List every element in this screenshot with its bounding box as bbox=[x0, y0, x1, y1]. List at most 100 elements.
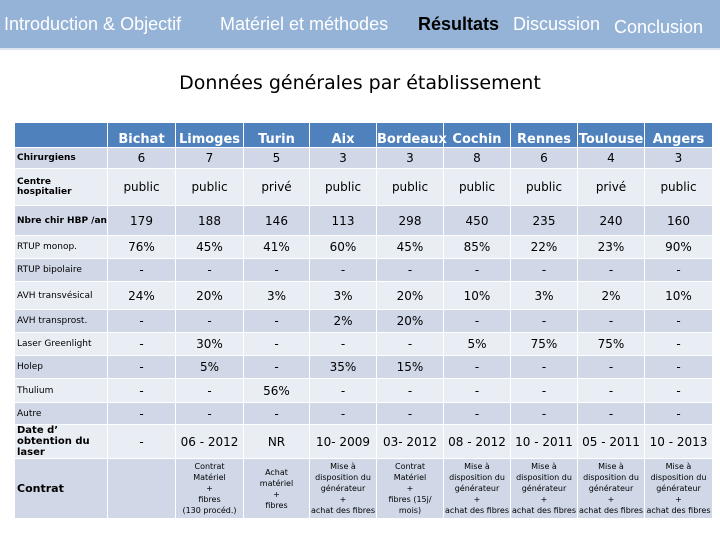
table-cell: 03- 2012 bbox=[376, 424, 444, 459]
table-cell: 2% bbox=[309, 309, 377, 333]
table-cell: public bbox=[309, 168, 377, 206]
table-cell: 113 bbox=[309, 205, 377, 236]
table-cell: - bbox=[243, 355, 310, 379]
table-cell: public bbox=[107, 168, 176, 206]
table-cell: 45% bbox=[376, 235, 444, 259]
table-row: Nbre chir HBP /an 179 188 146 113 298 450 235 24… bbox=[14, 205, 713, 236]
table-cell: 3 bbox=[309, 147, 377, 169]
table-row: AVH transvésical 24% 20% 3% 3% 20% 10% 3% 2% 10% bbox=[14, 281, 713, 310]
table-cell: Contrat Matériel + fibres (15j/ mois) bbox=[376, 458, 444, 519]
column-header: Toulouse bbox=[577, 122, 645, 148]
table-cell: 8 bbox=[443, 147, 511, 169]
table-cell: - bbox=[243, 402, 310, 425]
table-cell: Mise à disposition du générateur + achat… bbox=[577, 458, 645, 519]
table-cell: - bbox=[243, 258, 310, 282]
table-row: Contrat Contrat Matériel + fibres (130 pr… bbox=[14, 458, 713, 519]
table-cell: - bbox=[107, 332, 176, 356]
table-cell bbox=[107, 458, 176, 519]
row-label: Chirurgiens bbox=[14, 147, 108, 169]
table-cell: Mise à disposition du générateur + achat… bbox=[510, 458, 578, 519]
table-row: Centre hospitalier public public privé publi… bbox=[14, 168, 713, 206]
table-cell: 23% bbox=[577, 235, 645, 259]
table-cell: 5 bbox=[243, 147, 310, 169]
nav-introduction[interactable]: Introduction & Objectif bbox=[4, 14, 182, 34]
table-cell: 146 bbox=[243, 205, 310, 236]
table-row: Laser Greenlight -30% - - -5% 75% 75% - bbox=[14, 332, 713, 356]
nav-materiel-methodes[interactable]: Matériel et méthodes bbox=[220, 14, 389, 34]
table-cell: public bbox=[644, 168, 713, 206]
table-cell: 3% bbox=[243, 281, 310, 310]
table-cell: - bbox=[510, 402, 578, 425]
table-cell: - bbox=[443, 258, 511, 282]
table-cell: - bbox=[309, 378, 377, 403]
row-label: Autre bbox=[14, 402, 108, 425]
slide-title: Données générales par établissement bbox=[179, 72, 541, 94]
nav-conclusion[interactable]: Conclusion bbox=[614, 17, 704, 37]
row-label: Thulium bbox=[14, 378, 108, 403]
table-cell: public bbox=[443, 168, 511, 206]
column-header: Turin bbox=[243, 122, 310, 148]
data-table: Bichat Limoges Turin Aix Bordeaux Cochin Renne… bbox=[14, 122, 713, 519]
table-cell: - bbox=[443, 355, 511, 379]
table-cell: - bbox=[510, 378, 578, 403]
table-cell: public bbox=[376, 168, 444, 206]
table-cell: 35% bbox=[309, 355, 377, 379]
table-cell: - bbox=[107, 258, 176, 282]
table-cell: 76% bbox=[107, 235, 176, 259]
table-cell: - bbox=[107, 309, 176, 333]
table-cell: 20% bbox=[376, 281, 444, 310]
table-row: RTUP bipolaire - - - - - - - - - bbox=[14, 258, 713, 282]
table-cell: - bbox=[577, 355, 645, 379]
table-cell: - bbox=[644, 402, 713, 425]
table-cell: - bbox=[107, 402, 176, 425]
table-cell: - bbox=[243, 309, 310, 333]
row-label: Nbre chir HBP /an bbox=[14, 205, 108, 236]
table-cell: 45% bbox=[175, 235, 244, 259]
table-row: Autre - - - - - - - - - bbox=[14, 402, 713, 425]
table-cell: 75% bbox=[510, 332, 578, 356]
table-cell: 10 - 2013 bbox=[644, 424, 713, 459]
table-cell: 240 bbox=[577, 205, 645, 236]
table-cell: 3% bbox=[510, 281, 578, 310]
table-cell: 15% bbox=[376, 355, 444, 379]
table-cell: 56% bbox=[243, 378, 310, 403]
table-cell: - bbox=[175, 402, 244, 425]
row-label: Holep bbox=[14, 355, 108, 379]
table-cell: 3 bbox=[376, 147, 444, 169]
table-cell: 30% bbox=[175, 332, 244, 356]
row-label: AVH transvésical bbox=[14, 281, 108, 310]
table-cell: 5% bbox=[175, 355, 244, 379]
table-cell: 41% bbox=[243, 235, 310, 259]
column-header: Cochin bbox=[443, 122, 511, 148]
table-row: AVH transprost. - - -2% 20% - - - - bbox=[14, 309, 713, 333]
row-label: RTUP bipolaire bbox=[14, 258, 108, 282]
table-cell: - bbox=[107, 424, 176, 459]
nav-resultats[interactable]: Résultats bbox=[418, 14, 500, 34]
table-row: Date d’ obtention du laser -06 - 2012 NR 10… bbox=[14, 424, 713, 459]
table-cell: Achat matériel + fibres bbox=[243, 458, 310, 519]
table-row: RTUP monop. 76% 45% 41% 60% 45% 85% 22% 23% 90% bbox=[14, 235, 713, 259]
table-row: Thulium - -56% - - - - - - bbox=[14, 378, 713, 403]
table-cell: - bbox=[443, 378, 511, 403]
table-cell: 08 - 2012 bbox=[443, 424, 511, 459]
table-cell: 05 - 2011 bbox=[577, 424, 645, 459]
table-cell: 24% bbox=[107, 281, 176, 310]
row-label: Contrat bbox=[14, 458, 108, 519]
table-cell: - bbox=[376, 332, 444, 356]
table-cell: 3% bbox=[309, 281, 377, 310]
table-cell: 75% bbox=[577, 332, 645, 356]
table-cell: privé bbox=[577, 168, 645, 206]
column-header: Bichat bbox=[107, 122, 176, 148]
table-cell: 10- 2009 bbox=[309, 424, 377, 459]
table-cell: - bbox=[309, 402, 377, 425]
table-cell: Contrat Matériel + fibres (130 procéd.) bbox=[175, 458, 244, 519]
table-cell: 22% bbox=[510, 235, 578, 259]
table-cell: Mise à disposition du générateur + achat… bbox=[443, 458, 511, 519]
column-header: Aix bbox=[309, 122, 377, 148]
table-cell: - bbox=[577, 258, 645, 282]
column-header: Rennes bbox=[510, 122, 578, 148]
table-row: Holep -5% -35% 15% - - - - bbox=[14, 355, 713, 379]
nav-discussion[interactable]: Discussion bbox=[513, 14, 601, 34]
table-cell: - bbox=[107, 378, 176, 403]
column-header: Angers bbox=[644, 122, 713, 148]
